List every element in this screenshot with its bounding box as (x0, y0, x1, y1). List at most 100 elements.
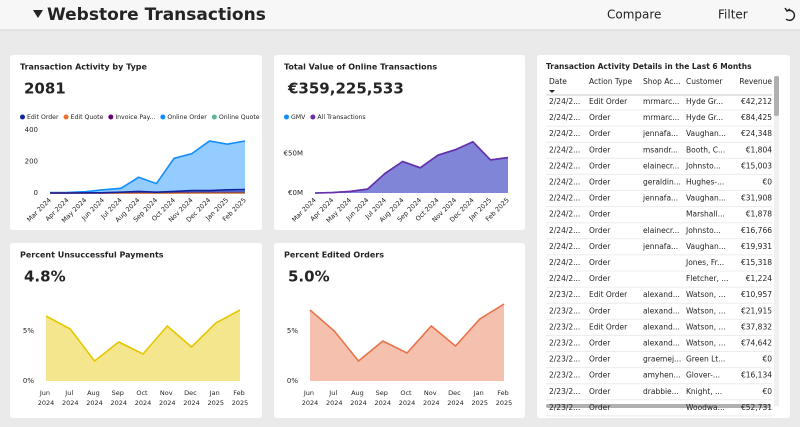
table-cell: Woodwa... (686, 403, 725, 412)
table-cell: amyhen... (643, 371, 681, 380)
scrollbar-thumb[interactable] (774, 76, 779, 116)
series-line (50, 188, 246, 194)
table-cell: Edit Order (589, 97, 628, 106)
area-fill (50, 189, 245, 193)
table-cell: 2/23/2... (549, 403, 580, 412)
table-cell: Vaughan... (686, 242, 726, 251)
x-tick-label: Dec 2024 (183, 389, 200, 407)
table-cell: elainecr... (643, 226, 679, 235)
legend-marker (108, 114, 114, 120)
legend-label: Online Order (167, 114, 207, 121)
series-line (314, 140, 509, 194)
collapse-icon[interactable] (33, 10, 43, 18)
table-cell: Watson, ... (686, 290, 726, 299)
table-cell: Order (589, 355, 611, 364)
table-cell: €0 (762, 355, 772, 364)
table-cell: Hyde Gr... (686, 113, 723, 122)
sort-icon[interactable] (549, 90, 555, 93)
y-tick-label: €0M (288, 189, 303, 197)
table-cell: 2/24/2... (549, 97, 580, 106)
page-title: Webstore Transactions (47, 5, 266, 25)
x-tick-label: Aug 2024 (350, 389, 367, 407)
x-tick-label: Jun 2024 (38, 389, 55, 407)
table-cell: €15,003 (741, 161, 772, 170)
table-cell: Order (589, 387, 611, 396)
column-header: Shop Ac... (643, 77, 681, 86)
area-fill (315, 141, 508, 193)
table-cell: €1,224 (746, 274, 772, 283)
header-bar (0, 0, 800, 30)
table-cell: €0 (762, 387, 772, 396)
undo-arrow[interactable] (784, 7, 791, 13)
x-tick-label: Oct 2024 (135, 389, 152, 407)
table-cell: jennafa... (642, 194, 678, 203)
x-tick-label: Oct 2024 (399, 389, 416, 407)
table-cell: Order (589, 242, 611, 251)
table-cell: mrmarc... (643, 97, 679, 106)
table-cell: Glover-... (686, 371, 720, 380)
table-cell: 2/24/2... (549, 242, 580, 251)
table-cell: 2/24/2... (549, 161, 580, 170)
compare-button[interactable]: Compare (607, 8, 661, 22)
table-cell: Green Lt... (686, 355, 725, 364)
table-cell: Order (589, 258, 611, 267)
table-cell: 2/24/2... (549, 210, 580, 219)
filter-button[interactable]: Filter (718, 8, 748, 22)
kpi-value: €359,225,533 (287, 80, 404, 98)
table-cell: 2/24/2... (549, 258, 580, 267)
table-cell: Hughes-... (686, 178, 724, 187)
table-cell: Vaughan... (686, 194, 726, 203)
series-line (45, 309, 241, 363)
table-cell: 2/24/2... (549, 145, 580, 154)
table-cell: €10,957 (741, 290, 772, 299)
column-header: Action Type (589, 77, 632, 86)
x-tick-label: Jul 2024 (62, 389, 79, 407)
table-cell: Order (589, 129, 611, 138)
y-tick-label: 0 (34, 189, 38, 197)
y-tick-label: 0% (287, 377, 298, 385)
table-cell: Order (589, 274, 611, 283)
table-cell: €15,318 (741, 258, 772, 267)
table-cell: €74,642 (741, 339, 772, 348)
table-cell: Watson, ... (686, 322, 726, 331)
table-cell: €1,878 (746, 210, 772, 219)
kpi-value: 2081 (24, 80, 66, 98)
table-cell: Order (589, 113, 611, 122)
table-cell: €16,134 (741, 371, 772, 380)
undo-icon[interactable] (784, 7, 796, 22)
legend-label: Edit Order (27, 114, 59, 121)
table-cell: €31,908 (741, 194, 772, 203)
x-tick-label: Aug 2024 (86, 389, 103, 407)
table-cell: Jones, Fr... (685, 258, 724, 267)
table-cell: Knight, ... (686, 387, 722, 396)
table-cell: alexand... (643, 322, 680, 331)
table-cell: mrmarc... (643, 113, 679, 122)
legend-marker (63, 114, 69, 120)
table-cell: Order (589, 161, 611, 170)
table-cell: drabbie... (643, 387, 679, 396)
x-tick-label: Dec 2024 (447, 389, 464, 407)
table-cell: 2/23/2... (549, 339, 580, 348)
undo-arc[interactable] (785, 9, 796, 22)
table-cell: alexand... (643, 290, 680, 299)
x-tick-label: Jan 2025 (471, 389, 488, 407)
table-cell: Hyde Gr... (686, 97, 723, 106)
card (274, 243, 525, 418)
table-cell: 2/23/2... (549, 306, 580, 315)
table-cell: graemej... (643, 355, 681, 364)
legend-label: Edit Quote (71, 114, 104, 121)
table-cell: Edit Order (589, 290, 628, 299)
table-cell: Order (589, 145, 611, 154)
x-tick-label: Nov 2024 (423, 389, 440, 407)
table-cell: €24,348 (741, 129, 772, 138)
x-tick-label: Jan 2025 (207, 389, 224, 407)
table-cell: geraldin... (643, 178, 681, 187)
table-cell: €52,731 (741, 403, 772, 412)
h-scrollbar-thumb[interactable] (546, 404, 771, 408)
table-cell: 2/24/2... (549, 129, 580, 138)
legend-label: Online Quote (219, 114, 260, 121)
legend-label: Invoice Pay... (115, 114, 155, 121)
table-cell: msandr... (643, 145, 678, 154)
